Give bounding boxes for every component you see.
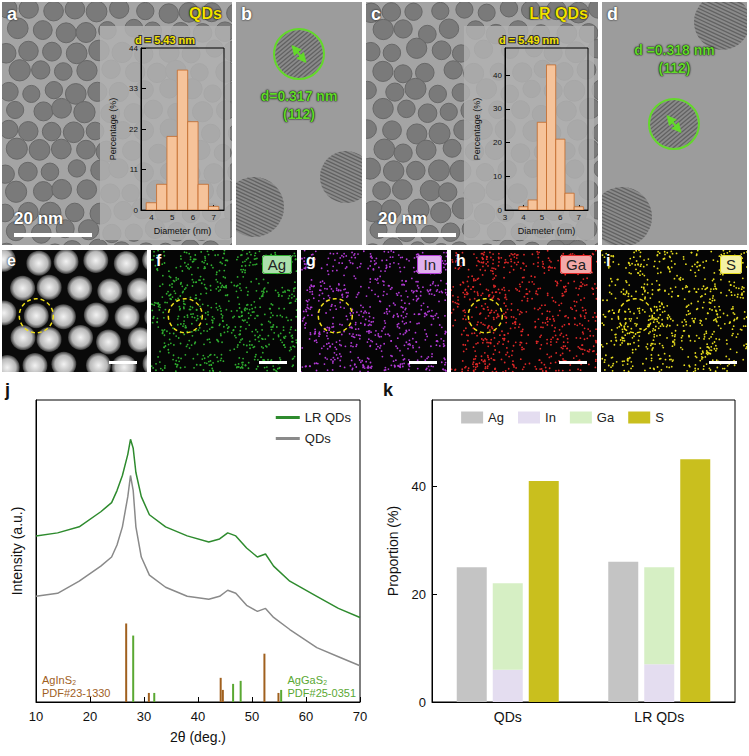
html-text:20 nm: 20 nm bbox=[378, 209, 428, 228]
svg-text:d = 5.43 nm: d = 5.43 nm bbox=[135, 34, 195, 46]
svg-text:3: 3 bbox=[503, 213, 508, 222]
svg-text:S: S bbox=[655, 410, 664, 425]
svg-text:33: 33 bbox=[129, 84, 138, 93]
svg-text:7: 7 bbox=[211, 213, 216, 222]
svg-text:Diameter (nm): Diameter (nm) bbox=[518, 226, 576, 236]
svg-text:LR QDs: LR QDs bbox=[305, 410, 352, 425]
html-text:k: k bbox=[383, 380, 393, 400]
svg-text:40: 40 bbox=[493, 71, 502, 80]
html-text:LR QDs: LR QDs bbox=[529, 5, 588, 22]
html-text:e: e bbox=[7, 252, 16, 269]
svg-text:6: 6 bbox=[191, 213, 196, 222]
html-text:d =0.318 nm: d =0.318 nm bbox=[634, 42, 715, 58]
svg-text:0: 0 bbox=[497, 205, 502, 215]
html-text:(112): (112) bbox=[283, 106, 315, 122]
svg-text:20: 20 bbox=[83, 709, 97, 724]
svg-text:40: 40 bbox=[412, 479, 426, 494]
svg-text:In: In bbox=[545, 410, 556, 425]
svg-text:20: 20 bbox=[493, 138, 502, 147]
html-text:QDs: QDs bbox=[189, 5, 222, 22]
html-text:c: c bbox=[371, 4, 381, 24]
svg-text:5: 5 bbox=[540, 213, 545, 222]
svg-text:10: 10 bbox=[493, 172, 502, 181]
svg-text:Ag: Ag bbox=[488, 410, 504, 425]
svg-text:Proportion (%): Proportion (%) bbox=[385, 506, 401, 596]
svg-text:QDs: QDs bbox=[494, 709, 522, 725]
svg-text:PDF#23-1330: PDF#23-1330 bbox=[42, 687, 111, 699]
html-text:h: h bbox=[456, 252, 466, 269]
svg-text:10: 10 bbox=[29, 709, 43, 724]
html-text:a: a bbox=[7, 4, 17, 24]
svg-text:40: 40 bbox=[191, 709, 205, 724]
svg-text:60: 60 bbox=[299, 709, 313, 724]
html-text:d=0.317 nm: d=0.317 nm bbox=[260, 88, 338, 104]
svg-text:5: 5 bbox=[170, 213, 175, 222]
svg-text:0: 0 bbox=[419, 695, 426, 710]
svg-text:PDF#25-0351: PDF#25-0351 bbox=[288, 687, 357, 699]
html-text:d: d bbox=[607, 4, 618, 24]
html-text:20 nm: 20 nm bbox=[14, 209, 64, 228]
svg-text:4: 4 bbox=[149, 213, 154, 222]
svg-text:50: 50 bbox=[245, 709, 259, 724]
svg-text:30: 30 bbox=[137, 709, 151, 724]
svg-text:QDs: QDs bbox=[305, 431, 332, 446]
svg-text:2θ (deg.): 2θ (deg.) bbox=[170, 729, 226, 745]
svg-text:AgInS₂: AgInS₂ bbox=[42, 674, 76, 686]
svg-text:LR QDs: LR QDs bbox=[634, 709, 684, 725]
svg-text:22: 22 bbox=[129, 125, 138, 134]
html-text:i: i bbox=[606, 252, 611, 269]
svg-text:Ga: Ga bbox=[597, 410, 615, 425]
html-text:Ag: Ag bbox=[267, 256, 286, 273]
html-text:S: S bbox=[726, 256, 736, 273]
html-text:g: g bbox=[306, 252, 316, 269]
html-text:b: b bbox=[241, 4, 252, 24]
svg-text:Diameter (nm): Diameter (nm) bbox=[154, 226, 212, 236]
svg-text:4: 4 bbox=[521, 213, 526, 222]
svg-text:30: 30 bbox=[493, 104, 502, 113]
html-text:In: In bbox=[423, 256, 436, 273]
html-text:(112): (112) bbox=[658, 60, 691, 76]
html-text:Ga: Ga bbox=[566, 256, 586, 273]
svg-text:44: 44 bbox=[129, 43, 138, 53]
svg-text:11: 11 bbox=[130, 165, 139, 174]
svg-text:20: 20 bbox=[412, 587, 426, 602]
svg-text:6: 6 bbox=[558, 213, 563, 222]
svg-text:Percentage (%): Percentage (%) bbox=[472, 98, 482, 161]
svg-text:0: 0 bbox=[134, 206, 139, 215]
svg-text:AgGaS₂: AgGaS₂ bbox=[288, 674, 328, 686]
svg-text:Percentage (%): Percentage (%) bbox=[108, 98, 118, 161]
svg-text:d = 5.49 nm: d = 5.49 nm bbox=[499, 34, 559, 46]
svg-text:70: 70 bbox=[353, 709, 367, 724]
html-text:f: f bbox=[156, 252, 162, 269]
html-text:j: j bbox=[5, 380, 10, 400]
svg-text:Intensity (a.u.): Intensity (a.u.) bbox=[9, 507, 25, 596]
svg-text:7: 7 bbox=[577, 213, 582, 222]
